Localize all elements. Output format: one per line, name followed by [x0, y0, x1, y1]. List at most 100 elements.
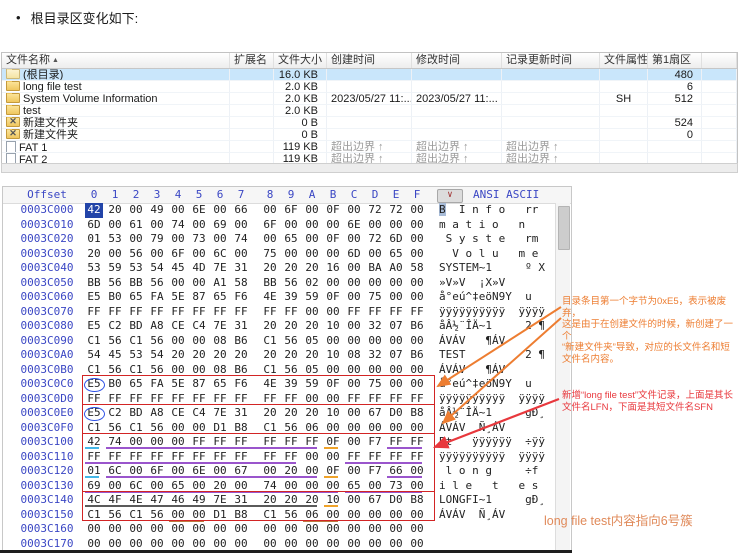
hex-byte[interactable]: 56	[150, 507, 164, 521]
hex-byte[interactable]: 54	[87, 348, 101, 361]
hex-byte[interactable]: 00	[192, 362, 206, 376]
hex-byte[interactable]: 00	[368, 333, 382, 347]
hex-byte[interactable]: 00	[234, 246, 248, 260]
hex-byte[interactable]: 56	[284, 420, 298, 434]
hex-byte[interactable]: 00	[129, 536, 143, 550]
hex-byte[interactable]: 20	[263, 493, 277, 506]
hex-ascii[interactable]: i l e t e s	[439, 478, 545, 492]
hex-byte[interactable]: 66	[389, 464, 403, 477]
hex-byte[interactable]: 00	[171, 232, 185, 245]
hex-byte[interactable]: FF	[368, 304, 382, 318]
hex-byte[interactable]: FF	[192, 449, 206, 463]
hex-byte[interactable]: FF	[171, 304, 185, 318]
hex-byte[interactable]: 00	[326, 536, 340, 550]
hex-byte[interactable]: 65	[213, 377, 227, 390]
hex-byte[interactable]: FF	[284, 391, 298, 405]
hex-byte[interactable]: 56	[150, 362, 164, 376]
hex-byte[interactable]: FA	[150, 290, 164, 303]
hex-byte[interactable]: FF	[234, 435, 248, 448]
hex-byte[interactable]: 10	[326, 406, 340, 419]
hex-byte[interactable]: 20	[284, 406, 298, 419]
hex-byte[interactable]: 00	[171, 203, 185, 216]
hex-byte[interactable]: 00	[213, 464, 227, 477]
hex-byte[interactable]: E5	[87, 290, 101, 303]
hex-byte[interactable]: 00	[234, 478, 248, 492]
hex-byte[interactable]: 20	[284, 348, 298, 361]
hex-byte[interactable]: 00	[347, 232, 361, 245]
hex-byte[interactable]: 7E	[213, 493, 227, 506]
hex-byte[interactable]: E5	[87, 319, 101, 332]
hex-byte[interactable]: 0F	[326, 232, 340, 245]
hex-byte[interactable]: 00	[347, 420, 361, 434]
hex-byte[interactable]: 20	[213, 348, 227, 361]
column-header-1[interactable]: 文件名称 ▲	[2, 53, 230, 68]
hex-byte[interactable]: 00	[129, 522, 143, 535]
hex-byte[interactable]: 00	[284, 536, 298, 550]
hex-byte[interactable]: 56	[108, 362, 122, 376]
hex-byte[interactable]: 00	[389, 536, 403, 550]
hex-byte[interactable]: 02	[305, 275, 319, 289]
hex-byte[interactable]: 00	[150, 435, 164, 448]
hex-byte[interactable]: 00	[389, 377, 403, 390]
hex-byte[interactable]: 31	[234, 319, 248, 332]
hex-byte[interactable]: FF	[192, 304, 206, 318]
hex-byte[interactable]: B0	[108, 290, 122, 303]
hex-ascii[interactable]: m a t i o n	[439, 217, 545, 231]
hex-byte[interactable]: B6	[234, 362, 248, 376]
hex-byte[interactable]: 5E	[171, 290, 185, 303]
hex-byte[interactable]: 00	[389, 420, 403, 434]
hex-byte[interactable]: 66	[234, 203, 248, 216]
hex-byte[interactable]: 59	[305, 290, 319, 303]
hex-byte[interactable]: B6	[410, 348, 424, 361]
hex-byte[interactable]: 00	[305, 478, 319, 492]
hex-byte[interactable]: BB	[263, 275, 277, 289]
hex-byte[interactable]: 08	[213, 362, 227, 376]
hex-ascii[interactable]: ÁVÁV ¶ÁV	[439, 362, 545, 376]
hex-byte[interactable]: 69	[87, 478, 101, 492]
hex-byte[interactable]: 06	[305, 420, 319, 434]
hex-byte[interactable]: 56	[150, 333, 164, 347]
hex-byte[interactable]: 6D	[347, 246, 361, 260]
hex-byte[interactable]: 00	[389, 290, 403, 303]
hex-byte[interactable]: 00	[368, 362, 382, 376]
hex-byte[interactable]: 31	[234, 406, 248, 419]
table-row[interactable]: ✕ 新建文件夹 0 B 0	[2, 129, 737, 141]
hex-byte[interactable]: 00	[368, 478, 382, 492]
hex-byte[interactable]: 74	[108, 435, 122, 448]
column-header-8[interactable]: 第1扇区	[648, 53, 702, 68]
hex-byte[interactable]: BB	[129, 275, 143, 289]
hex-byte[interactable]: 65	[389, 246, 403, 260]
hex-byte[interactable]: 00	[305, 391, 319, 405]
hex-byte[interactable]: 00	[129, 435, 143, 448]
hex-byte[interactable]: 00	[368, 246, 382, 260]
hex-byte[interactable]: 49	[192, 493, 206, 506]
hex-byte[interactable]: FF	[347, 304, 361, 318]
hex-byte[interactable]: 00	[389, 275, 403, 289]
hex-byte[interactable]: 7E	[213, 261, 227, 274]
hex-byte[interactable]: 00	[410, 290, 424, 303]
hex-byte[interactable]: 00	[263, 464, 277, 477]
hex-byte[interactable]: 00	[410, 217, 424, 231]
hex-byte[interactable]: 00	[410, 420, 424, 434]
hex-byte[interactable]: 00	[305, 217, 319, 231]
hex-byte[interactable]: FF	[213, 391, 227, 405]
hex-byte[interactable]: 00	[150, 522, 164, 535]
hex-ascii[interactable]: Bt ÿÿÿÿÿÿ ÷ÿÿ	[439, 435, 545, 448]
hex-byte[interactable]: B0	[108, 377, 122, 390]
hex-byte[interactable]: 7E	[213, 406, 227, 419]
hex-byte[interactable]: 00	[410, 246, 424, 260]
hex-byte[interactable]: 74	[234, 232, 248, 245]
hex-byte[interactable]: 00	[108, 478, 122, 492]
hex-byte[interactable]: 00	[192, 217, 206, 231]
hex-ascii[interactable]: »V»V ¡X»V	[439, 275, 545, 289]
hex-byte[interactable]: FF	[150, 304, 164, 318]
hex-byte[interactable]: 00	[108, 246, 122, 260]
hex-byte[interactable]: 00	[368, 507, 382, 521]
hex-byte[interactable]: FF	[171, 449, 185, 463]
hex-byte[interactable]: BD	[129, 406, 143, 419]
hex-byte[interactable]: FF	[213, 304, 227, 318]
hex-byte[interactable]: 20	[284, 261, 298, 274]
hex-byte[interactable]: 20	[305, 261, 319, 274]
hex-byte[interactable]: 00	[347, 362, 361, 376]
hex-byte[interactable]: D0	[389, 493, 403, 506]
